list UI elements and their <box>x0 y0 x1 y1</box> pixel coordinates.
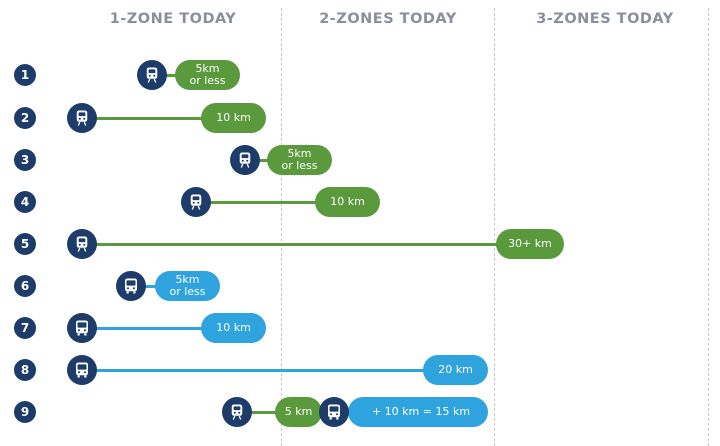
transfer-distance-pill: + 10 km = 15 km <box>348 397 488 427</box>
row-number: 7 <box>14 317 36 339</box>
row-number: 4 <box>14 191 36 213</box>
route-line <box>82 368 433 372</box>
route-line <box>196 200 325 204</box>
row-number: 5 <box>14 233 36 255</box>
row-number: 6 <box>14 275 36 297</box>
row-number: 2 <box>14 107 36 129</box>
distance-pill: 10 km <box>201 103 266 133</box>
bus-icon <box>67 313 97 343</box>
distance-pill: 5 km <box>275 397 322 427</box>
distance-pill: 5km or less <box>267 145 332 175</box>
distance-pill: 5km or less <box>155 271 220 301</box>
route-line <box>245 158 277 162</box>
header-1-zone: 1-ZONE TODAY <box>109 11 237 27</box>
zone-divider-3 <box>708 8 709 446</box>
distance-pill: 20 km <box>423 355 488 385</box>
zone-divider-1 <box>281 8 282 446</box>
train-icon <box>67 229 97 259</box>
route-line <box>82 326 211 330</box>
bus-icon <box>67 355 97 385</box>
distance-pill: 30+ km <box>496 229 564 259</box>
train-icon <box>137 60 167 90</box>
distance-pill: 10 km <box>201 313 266 343</box>
route-line <box>131 284 165 288</box>
route-line <box>152 73 185 77</box>
header-3-zones: 3-ZONES TODAY <box>536 11 674 27</box>
row-number: 9 <box>14 401 36 423</box>
train-icon <box>181 187 211 217</box>
route-line <box>82 242 506 246</box>
route-line <box>237 410 285 414</box>
train-icon <box>230 145 260 175</box>
train-icon <box>67 103 97 133</box>
row-number: 8 <box>14 359 36 381</box>
header-2-zones: 2-ZONES TODAY <box>319 11 457 27</box>
bus-icon <box>116 271 146 301</box>
bus-icon <box>319 397 349 427</box>
distance-pill: 10 km <box>315 187 380 217</box>
distance-pill: 5km or less <box>175 60 240 90</box>
train-icon <box>222 397 252 427</box>
row-number: 1 <box>14 64 36 86</box>
zone-divider-2 <box>494 8 495 446</box>
row-number: 3 <box>14 149 36 171</box>
route-line <box>82 116 211 120</box>
